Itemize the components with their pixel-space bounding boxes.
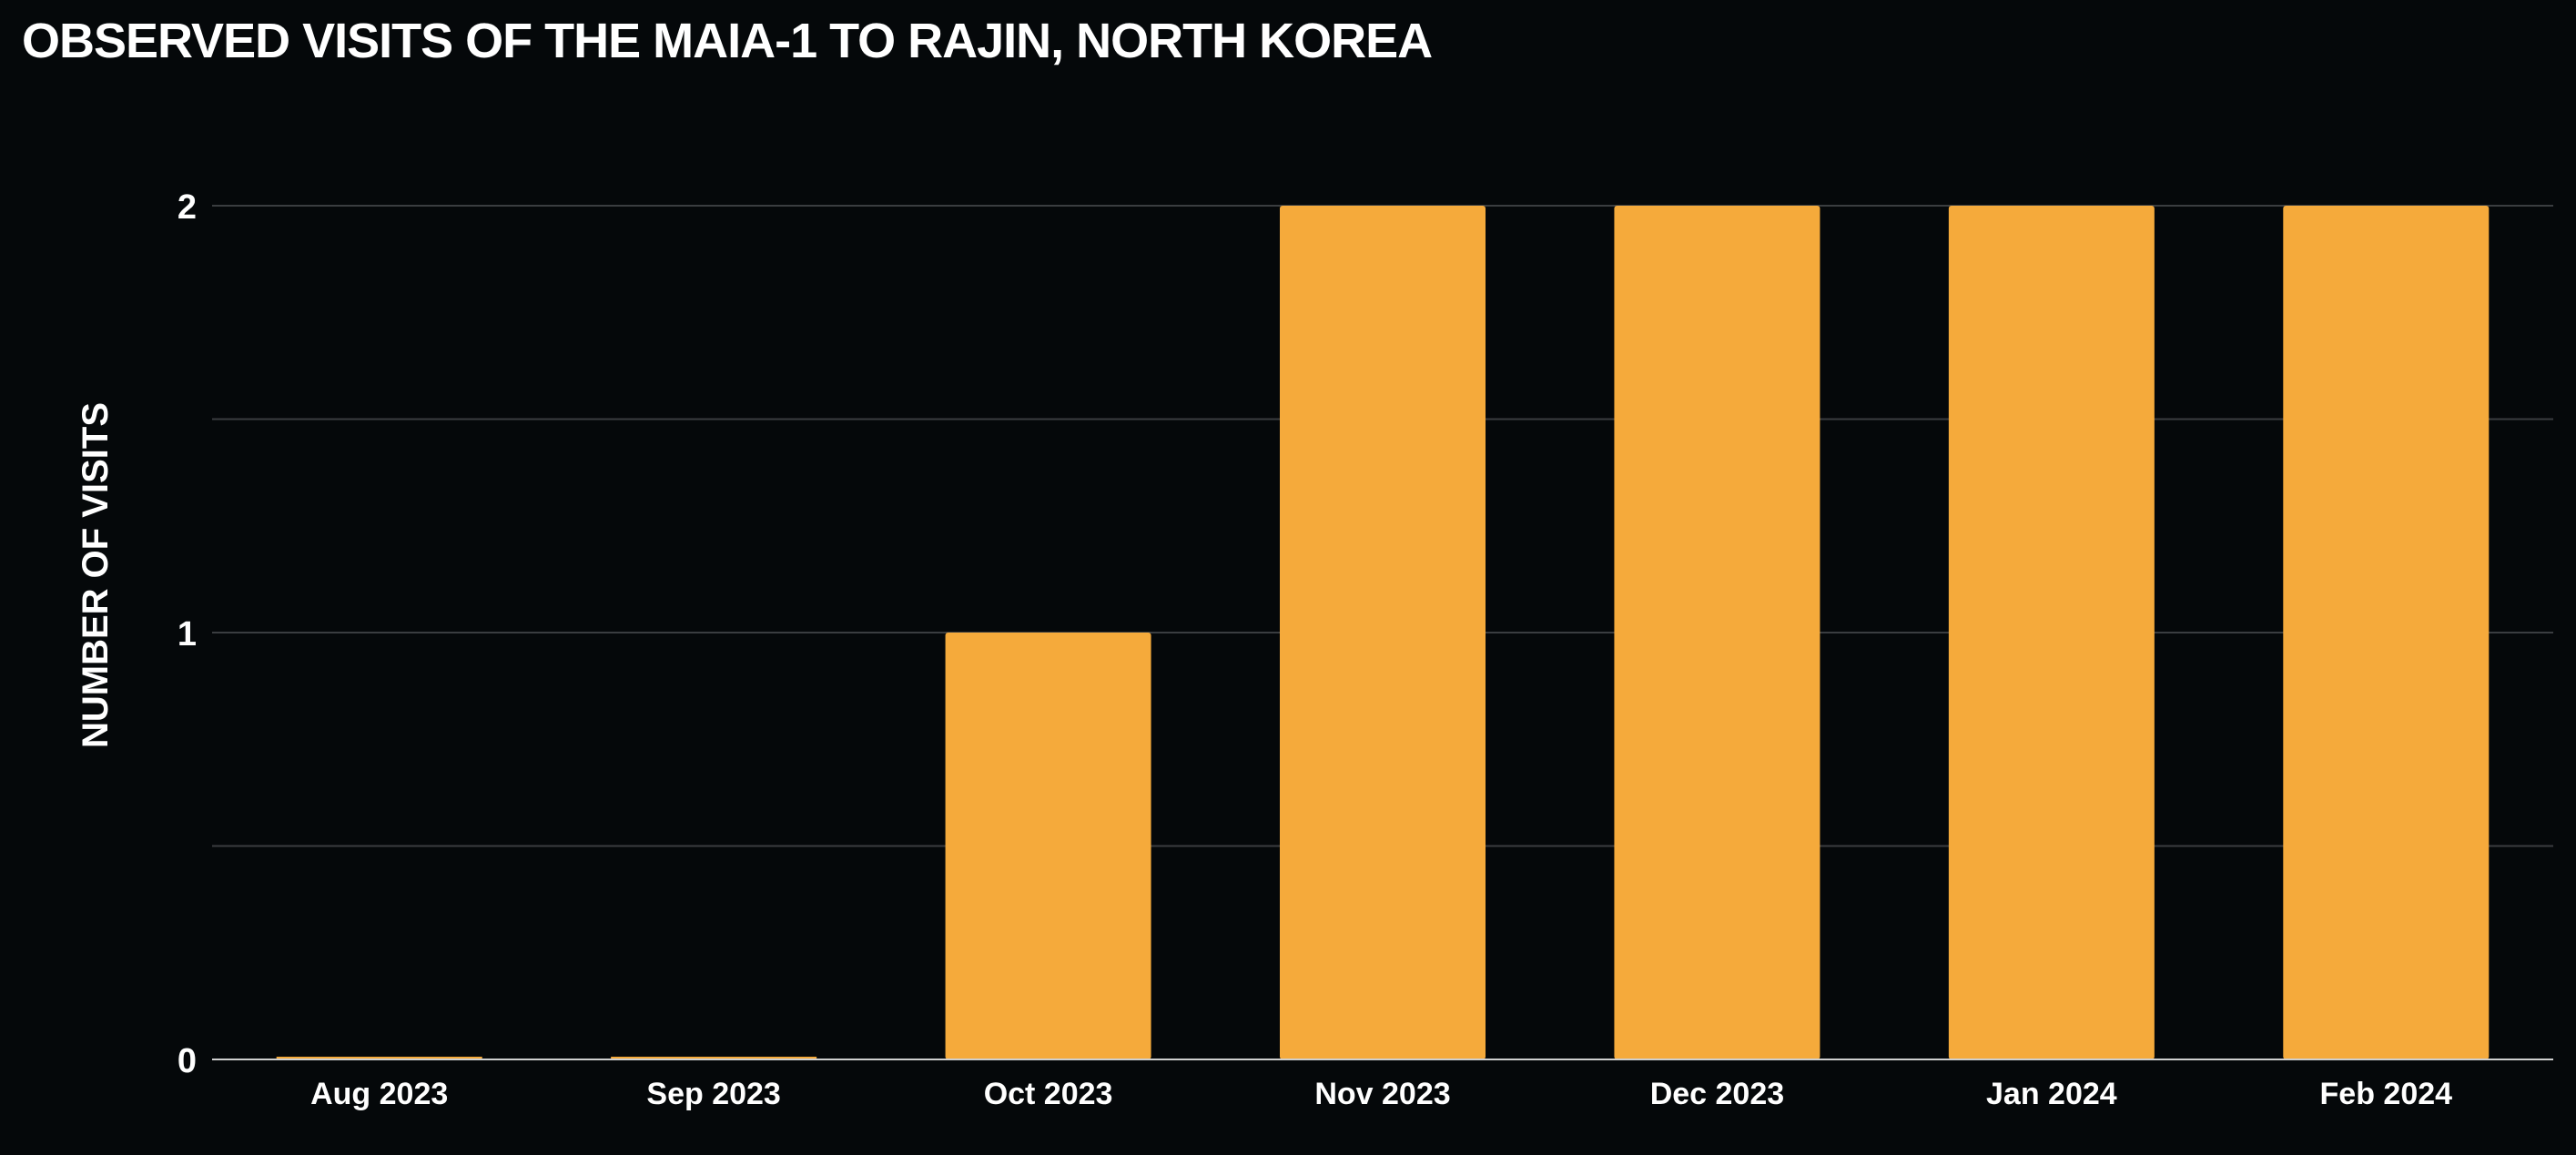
axes: Aug 2023 Sep 2023 Oct 2023 Nov 2023 Dec 2023…	[76, 188, 2553, 1111]
bar	[1948, 206, 2155, 1059]
bar	[2283, 206, 2490, 1059]
category-label: Sep 2023	[646, 1077, 780, 1111]
bar	[1614, 206, 1820, 1059]
bars	[276, 206, 2490, 1059]
y-axis-label: NUMBER OF VISITS	[76, 402, 116, 748]
category-label: Oct 2023	[984, 1077, 1113, 1111]
category-label: Feb 2024	[2320, 1077, 2453, 1111]
chart-title: OBSERVED VISITS OF THE MAIA-1 TO RAJIN, …	[22, 14, 1433, 68]
category-label: Nov 2023	[1314, 1077, 1450, 1111]
y-tick-label: 0	[177, 1042, 197, 1080]
category-label: Aug 2023	[310, 1077, 448, 1111]
category-label: Dec 2023	[1650, 1077, 1784, 1111]
y-tick-label: 2	[177, 188, 197, 227]
bar	[1280, 206, 1486, 1059]
category-label: Jan 2024	[1986, 1077, 2117, 1111]
bar	[945, 633, 1151, 1059]
y-tick-label: 1	[177, 615, 197, 653]
